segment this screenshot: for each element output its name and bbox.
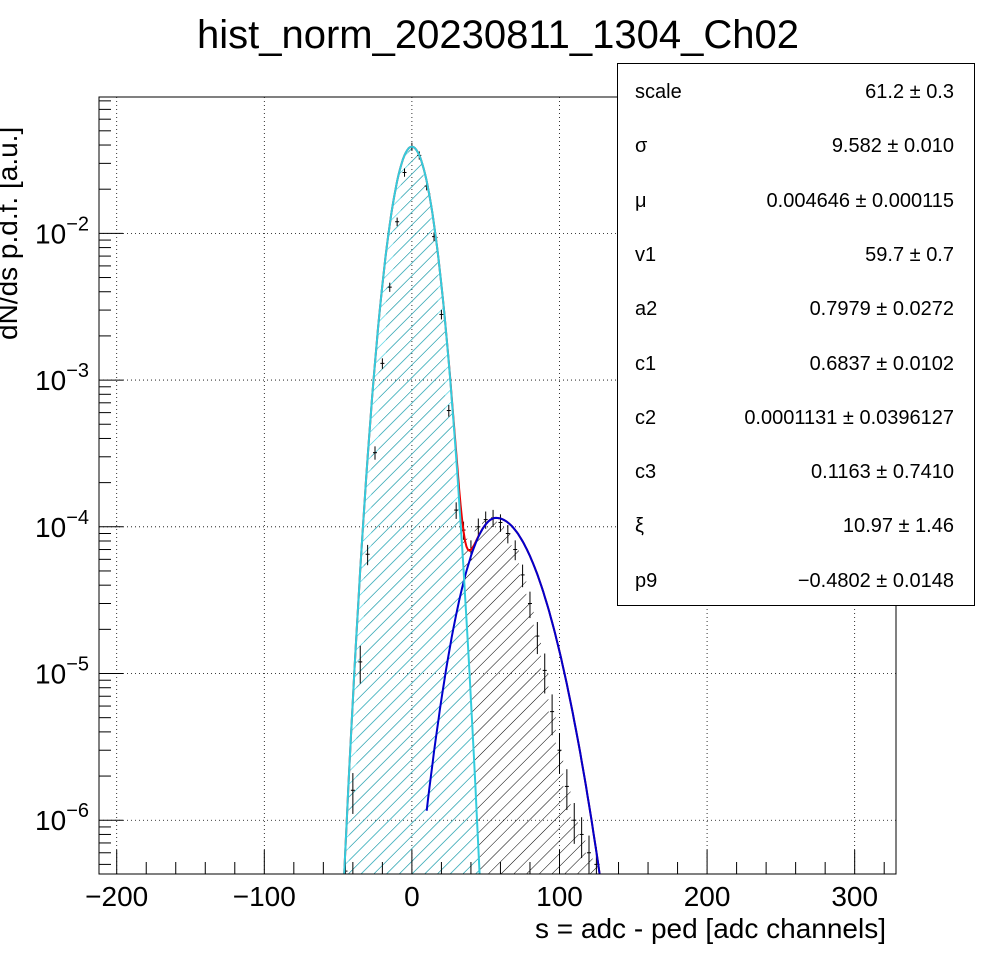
stat-name: μ xyxy=(635,189,647,212)
stat-row: ξ 10.97 ± 1.46 xyxy=(618,515,974,545)
x-tick-label: −100 xyxy=(233,881,296,912)
stat-name: a2 xyxy=(635,298,658,321)
stat-row: c2 0.0001131 ± 0.0396127 xyxy=(618,407,974,437)
y-tick-label: 10−5 xyxy=(35,654,89,690)
stat-name: σ xyxy=(635,135,648,158)
axis-ticks: −200 −100 0 100 200 300 10−6 10−5 10−4 10−3 10−2 xyxy=(35,100,885,912)
stat-value: 9.582 ± 0.010 xyxy=(831,135,954,158)
stat-name: p9 xyxy=(635,569,658,592)
fit-curves xyxy=(343,145,601,874)
stat-value: 0.1163 ± 0.7410 xyxy=(811,461,954,484)
stat-value: 59.7 ± 0.7 xyxy=(865,243,954,266)
stat-name: v1 xyxy=(635,243,657,266)
y-tick-label: 10−6 xyxy=(35,800,89,836)
stat-row: v1 59.7 ± 0.7 xyxy=(618,244,974,274)
stat-name: c2 xyxy=(635,406,657,429)
stat-value: 61.2 ± 0.3 xyxy=(865,81,954,103)
x-tick-label: 0 xyxy=(404,881,420,912)
stat-name: scale xyxy=(635,81,682,103)
pedestal-hatch-fill xyxy=(344,146,480,874)
stat-name: ξ xyxy=(635,515,644,538)
signal-fit-curve xyxy=(425,516,601,874)
x-tick-label: 100 xyxy=(536,881,583,912)
stat-row: c3 0.1163 ± 0.7410 xyxy=(618,461,974,491)
stat-row: scale 61.2 ± 0.3 xyxy=(618,81,974,111)
stat-value: 0.6837 ± 0.0102 xyxy=(809,352,954,375)
stat-name: c3 xyxy=(635,461,657,484)
x-tick-label: 300 xyxy=(831,881,878,912)
chart-title: hist_norm_20230811_1304_Ch02 xyxy=(197,13,799,57)
y-tick-label: 10−4 xyxy=(35,507,89,543)
stat-value: 0.004646 ± 0.000115 xyxy=(766,189,954,212)
stat-row: p9 −0.4802 ± 0.0148 xyxy=(618,570,974,600)
x-axis-label: s = adc - ped [adc channels] xyxy=(535,913,886,944)
stat-value: 10.97 ± 1.46 xyxy=(842,515,954,538)
stat-row: σ 9.582 ± 0.010 xyxy=(618,135,974,165)
stat-row: a2 0.7979 ± 0.0272 xyxy=(618,298,974,328)
stat-row: c1 0.6837 ± 0.0102 xyxy=(618,353,974,383)
stat-value: 0.7979 ± 0.0272 xyxy=(809,298,954,321)
fit-stats-box: scale 61.2 ± 0.3 σ 9.582 ± 0.010 μ 0.004646 ±… xyxy=(617,63,975,606)
stat-value: −0.4802 ± 0.0148 xyxy=(797,569,954,592)
stat-row: μ 0.004646 ± 0.000115 xyxy=(618,190,974,220)
y-tick-label: 10−3 xyxy=(35,360,89,396)
x-tick-label: 200 xyxy=(684,881,731,912)
pedestal-fit-curve xyxy=(343,145,481,874)
y-axis-label: dN/ds p.d.f. [a.u.] xyxy=(0,127,23,340)
x-tick-label: −200 xyxy=(85,881,148,912)
stat-name: c1 xyxy=(635,352,657,375)
y-tick-label: 10−2 xyxy=(35,213,89,249)
stat-value: 0.0001131 ± 0.0396127 xyxy=(744,406,954,429)
